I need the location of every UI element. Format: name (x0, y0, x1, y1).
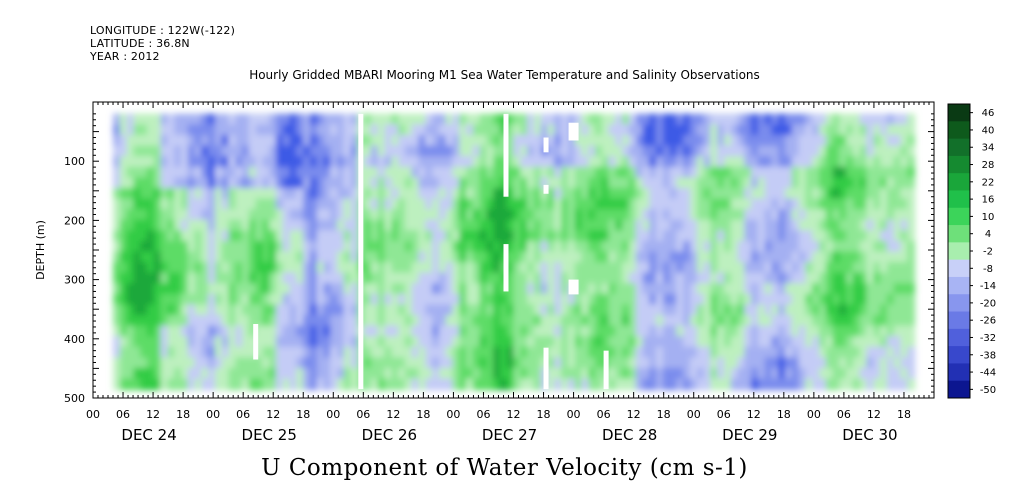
colorbar-swatch (948, 138, 970, 157)
colorbar-swatch (948, 311, 970, 330)
colorbar-label: -32 (980, 333, 996, 344)
missing-data-region (358, 113, 364, 390)
colorbar-label: -14 (980, 281, 996, 292)
colorbar-label: 40 (982, 125, 995, 136)
x-hour-tick-label: 06 (597, 408, 611, 421)
longitude-label: LONGITUDE : 122W(-122) (90, 24, 236, 37)
x-hour-tick-label: 12 (747, 408, 761, 421)
latitude-label: LATITUDE : 36.8N (90, 37, 190, 50)
x-hour-tick-label: 06 (476, 408, 490, 421)
x-day-label: DEC 24 (121, 426, 176, 444)
y-tick-label: 100 (64, 155, 85, 168)
colorbar-swatch (948, 190, 970, 209)
colorbar-label: -20 (980, 298, 996, 309)
x-hour-tick-label: 06 (717, 408, 731, 421)
colorbar-swatch (948, 363, 970, 382)
x-hour-tick-label: 18 (897, 408, 911, 421)
x-hour-tick-label: 18 (777, 408, 791, 421)
missing-data-region (253, 324, 259, 360)
x-hour-tick-label: 06 (116, 408, 130, 421)
x-day-label: DEC 30 (842, 426, 897, 444)
x-hour-tick-label: 06 (837, 408, 851, 421)
colorbar-swatch (948, 104, 970, 122)
x-day-label: DEC 27 (482, 426, 537, 444)
y-axis-label: DEPTH (m) (34, 220, 47, 280)
colorbar-label: -38 (980, 350, 996, 361)
x-hour-tick-label: 06 (236, 408, 250, 421)
missing-data-region (543, 184, 549, 194)
x-hour-tick-label: 12 (867, 408, 881, 421)
x-hour-tick-label: 00 (687, 408, 701, 421)
x-hour-tick-label: 12 (146, 408, 160, 421)
colorbar-swatch (948, 207, 970, 226)
x-day-label: DEC 25 (242, 426, 297, 444)
colorbar-swatch (948, 294, 970, 313)
colorbar-swatch (948, 242, 970, 261)
x-hour-tick-label: 12 (627, 408, 641, 421)
missing-data-region (503, 244, 509, 292)
x-hour-tick-label: 00 (567, 408, 581, 421)
colorbar-label: 16 (982, 195, 995, 206)
x-hour-tick-label: 00 (326, 408, 340, 421)
colorbar-swatch (948, 155, 970, 174)
missing-data-region (603, 350, 609, 390)
missing-data-region (568, 122, 579, 141)
colorbar-swatch (948, 346, 970, 364)
y-tick-label: 200 (64, 214, 85, 227)
chart-title: Hourly Gridded MBARI Mooring M1 Sea Wate… (249, 68, 760, 82)
x-hour-tick-label: 18 (657, 408, 671, 421)
missing-data-region (543, 347, 549, 390)
x-hour-tick-label: 18 (416, 408, 430, 421)
year-label: YEAR : 2012 (90, 50, 160, 63)
colorbar-label: -26 (980, 316, 996, 327)
colorbar-label: -2 (983, 247, 993, 258)
y-tick-label: 400 (64, 333, 85, 346)
colorbar-label: 22 (982, 177, 995, 188)
x-hour-tick-label: 18 (176, 408, 190, 421)
colorbar-swatch (948, 380, 970, 399)
colorbar-label: 28 (982, 160, 995, 171)
x-hour-tick-label: 06 (356, 408, 370, 421)
colorbar-swatch (948, 173, 970, 191)
colorbar-swatch (948, 328, 970, 347)
x-hour-tick-label: 12 (507, 408, 521, 421)
colorbar-label: 34 (982, 143, 995, 154)
x-hour-tick-label: 12 (266, 408, 280, 421)
missing-data-region (568, 279, 579, 295)
colorbar-label: -8 (983, 264, 993, 275)
colorbar-swatch (948, 225, 970, 243)
colorbar-label: 46 (982, 108, 995, 119)
missing-data-region (503, 113, 509, 197)
x-hour-tick-label: 00 (446, 408, 460, 421)
x-hour-tick-label: 00 (206, 408, 220, 421)
colorbar-label: -44 (980, 368, 996, 379)
colorbar-label: 4 (985, 229, 991, 240)
y-tick-label: 300 (64, 274, 85, 287)
x-day-label: DEC 28 (602, 426, 657, 444)
colorbar-label: 10 (982, 212, 995, 223)
x-day-label: DEC 29 (722, 426, 777, 444)
colorbar-swatch (948, 259, 970, 278)
colorbar-swatch (948, 276, 970, 295)
missing-data-region (543, 137, 549, 153)
y-tick-label: 500 (64, 392, 85, 405)
colorbar-swatch (948, 121, 970, 140)
x-hour-tick-label: 12 (386, 408, 400, 421)
x-day-label: DEC 26 (362, 426, 417, 444)
x-hour-tick-label: 18 (537, 408, 551, 421)
x-hour-tick-label: 00 (86, 408, 100, 421)
x-hour-tick-label: 18 (296, 408, 310, 421)
x-hour-tick-label: 00 (807, 408, 821, 421)
variable-title: U Component of Water Velocity (cm s-1) (261, 455, 748, 481)
colorbar-label: -50 (980, 385, 996, 396)
